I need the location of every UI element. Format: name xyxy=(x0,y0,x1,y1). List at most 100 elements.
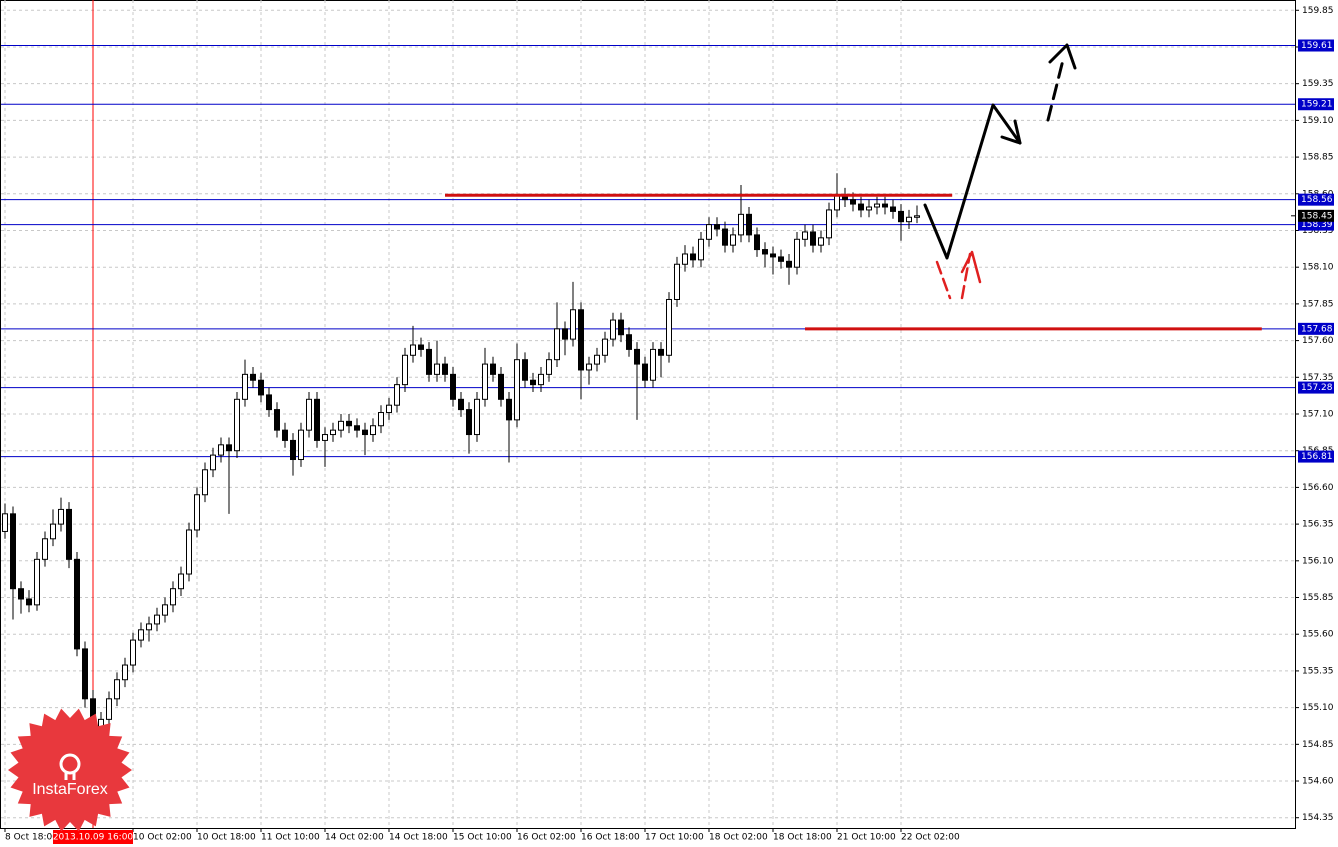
last-price-label: 158.45 xyxy=(1301,211,1333,221)
candle-body xyxy=(66,508,72,560)
candle-body xyxy=(274,409,280,431)
level-label: 158.56 xyxy=(1301,195,1333,205)
candle-body xyxy=(418,344,424,350)
candle-body xyxy=(378,412,384,427)
candle-body xyxy=(626,334,632,350)
candle-body xyxy=(538,373,544,386)
y-tick-label: 157.35 xyxy=(1302,373,1334,383)
candle-body xyxy=(266,394,272,411)
y-tick-label: 155.60 xyxy=(1302,630,1334,640)
x-tick-label: 11 Oct 10:00 xyxy=(261,833,320,843)
candle-body xyxy=(386,404,392,414)
candle-body xyxy=(610,319,616,340)
candle-body xyxy=(586,363,592,371)
candle-body xyxy=(650,348,656,381)
candle-body xyxy=(442,363,448,375)
candle-body xyxy=(858,203,864,211)
y-tick-label: 158.35 xyxy=(1302,226,1334,236)
candle-body xyxy=(226,444,232,452)
crosshair-label: 2013.10.09 16:00 xyxy=(53,833,134,843)
candle-body xyxy=(138,629,144,641)
alt-path xyxy=(935,260,952,300)
candle-body xyxy=(898,210,904,223)
candle-body xyxy=(618,319,624,336)
candle-body xyxy=(18,588,24,600)
candle-body xyxy=(834,194,840,211)
candle-body xyxy=(474,398,480,436)
candle-body xyxy=(178,573,184,590)
candle-body xyxy=(242,373,248,400)
candle-body xyxy=(762,249,768,255)
x-tick-label: 18 Oct 02:00 xyxy=(709,833,768,843)
candle-body xyxy=(458,398,464,411)
forecast-arrowhead xyxy=(1048,43,1077,70)
candle-body xyxy=(58,508,64,525)
y-tick-label: 154.35 xyxy=(1302,813,1334,823)
candle-body xyxy=(354,425,360,431)
candle-body xyxy=(570,309,576,340)
candle-body xyxy=(114,679,120,700)
candle-body xyxy=(714,224,720,230)
candle-body xyxy=(522,359,528,381)
candle-body xyxy=(826,209,832,239)
y-tick-label: 158.85 xyxy=(1302,153,1334,163)
level-label: 156.81 xyxy=(1301,452,1333,462)
candle-body xyxy=(34,558,40,606)
y-tick-label: 155.35 xyxy=(1302,666,1334,676)
candle-body xyxy=(466,409,472,436)
forecast-arrows xyxy=(923,43,1077,300)
candle-body xyxy=(314,398,320,441)
candle-body xyxy=(362,429,368,436)
candle-body xyxy=(578,309,584,371)
forecast-path xyxy=(923,103,1022,260)
x-tick-label: 10 Oct 02:00 xyxy=(133,833,192,843)
candle-body xyxy=(634,348,640,365)
candle-body xyxy=(426,348,432,375)
candle-body xyxy=(394,384,400,406)
candle-body xyxy=(410,344,416,356)
x-tick-label: 14 Oct 02:00 xyxy=(325,833,384,843)
candle-body xyxy=(202,469,208,496)
candle-body xyxy=(490,363,496,375)
x-tick-label: 8 Oct 18:00 xyxy=(5,833,58,843)
candle-body xyxy=(914,215,920,218)
candle-body xyxy=(706,224,712,240)
candle-body xyxy=(602,338,608,356)
level-label: 157.28 xyxy=(1301,383,1333,393)
x-tick-label: 16 Oct 18:00 xyxy=(581,833,640,843)
candle-body xyxy=(874,203,880,208)
candle-body xyxy=(106,698,112,720)
candle-body xyxy=(74,558,80,650)
candle-body xyxy=(234,398,240,452)
grid xyxy=(1,0,1295,828)
candle-body xyxy=(658,348,664,356)
level-label-box xyxy=(1298,98,1334,111)
y-tick-label: 156.35 xyxy=(1302,520,1334,530)
candle-body xyxy=(906,216,912,223)
candle-body xyxy=(162,604,168,616)
candle-body xyxy=(882,203,888,208)
candle-body xyxy=(82,648,88,700)
candle-body xyxy=(698,238,704,261)
level-label-box xyxy=(1298,450,1334,463)
candle-body xyxy=(530,379,536,386)
candle-body xyxy=(450,373,456,400)
logo-text: InstaForex xyxy=(32,781,108,798)
candle-body xyxy=(730,234,736,246)
candle-body xyxy=(778,256,784,262)
watermark-logo: InstaForex xyxy=(8,708,132,832)
axis-labels: 154.35 154.60 154.85 155.10 155.35 155.60 155.… xyxy=(4,6,1334,844)
candle-body xyxy=(322,434,328,441)
candle-body xyxy=(186,529,192,575)
candle-body xyxy=(306,398,312,431)
candle-body xyxy=(2,513,8,532)
candle-body xyxy=(642,363,648,381)
candle-body xyxy=(810,231,816,246)
alt-arrowhead xyxy=(960,250,982,284)
y-tick-label: 157.60 xyxy=(1302,336,1334,346)
candle-body xyxy=(770,253,776,258)
candle-body xyxy=(850,199,856,205)
y-tick-label: 156.60 xyxy=(1302,483,1334,493)
level-label: 159.21 xyxy=(1301,100,1333,110)
level-label: 157.68 xyxy=(1301,324,1333,334)
